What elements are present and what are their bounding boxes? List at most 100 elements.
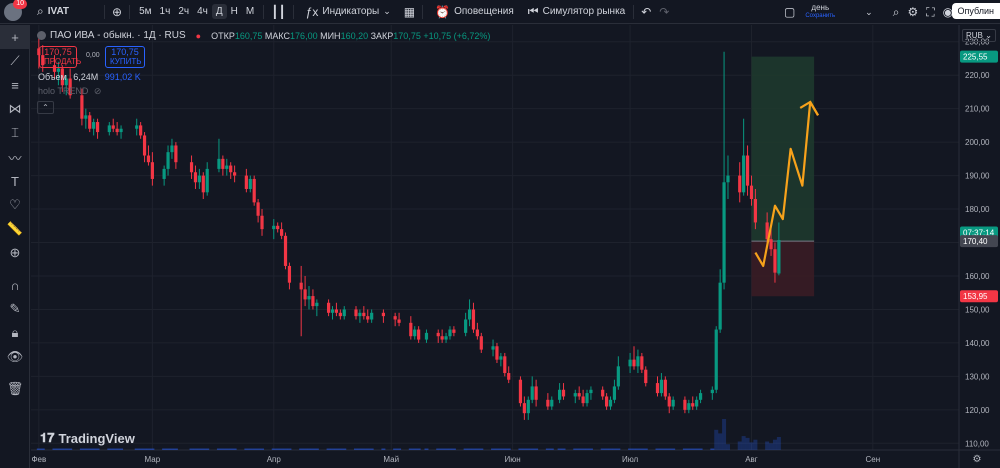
- volume-bar: [694, 448, 699, 450]
- undo-icon[interactable]: ↶: [641, 4, 652, 19]
- symbol-title[interactable]: ПАО ИВА - обыкн. · 1Д · RUS: [50, 30, 186, 41]
- camera-icon[interactable]: ◉: [942, 5, 954, 19]
- axis-settings-icon: ⚙: [973, 454, 982, 465]
- volume-bar: [369, 448, 374, 450]
- divider: [422, 4, 424, 19]
- timeframe-6[interactable]: М: [245, 6, 255, 17]
- timeframe-5[interactable]: Н: [230, 6, 238, 17]
- currency-label: RUB: [966, 31, 983, 40]
- candle-body: [659, 379, 664, 394]
- volume-bar: [275, 448, 280, 450]
- hidden-eye-icon[interactable]: ⊘: [93, 86, 102, 96]
- gear-icon[interactable]: ⚙: [907, 5, 919, 19]
- collapse-legend-button[interactable]: ⌃: [37, 101, 54, 114]
- lock-draw-icon[interactable]: ✎: [9, 301, 21, 316]
- volume-bar: [686, 448, 691, 450]
- time-tick-label: Мар: [145, 455, 161, 464]
- volume-label: Объем: [38, 72, 67, 82]
- chevron-down-icon[interactable]: ⌄: [865, 6, 873, 17]
- alerts-button[interactable]: ⏰ Оповещения: [426, 0, 519, 24]
- spread-value: 0,00: [86, 52, 100, 59]
- quick-search-icon[interactable]: ⌕: [892, 4, 900, 19]
- candle-body: [315, 302, 319, 307]
- price-tick-label: 110,00: [965, 439, 989, 448]
- user-avatar[interactable]: 10: [4, 0, 27, 21]
- indicator-name: holo TREND: [38, 86, 89, 96]
- low-value: 160,20: [340, 30, 369, 41]
- compare-plus-icon[interactable]: ⊕: [112, 4, 123, 19]
- candles-style-icon[interactable]: ┃┃: [271, 4, 286, 19]
- timeframe-3[interactable]: 4ч: [197, 6, 208, 17]
- volume-legend[interactable]: Объем 6,24M 991,02 K: [38, 72, 141, 82]
- volume-bar: [491, 448, 496, 450]
- brush-icon[interactable]: 〰: [8, 150, 22, 166]
- price-chart[interactable]: 110,00 120,00 130,00 140,00 150,00 160,00 170,…: [31, 25, 1000, 468]
- candle-body: [287, 265, 292, 283]
- volume-bar: [581, 448, 586, 450]
- fullscreen-icon[interactable]: ⛶: [926, 4, 935, 19]
- layouts-grid-icon[interactable]: ▦: [403, 4, 416, 19]
- candle-body: [738, 175, 742, 193]
- indicators-button[interactable]: ƒx Индикаторы ⌄: [297, 0, 400, 24]
- symbol-search[interactable]: ⌕ IVAT: [28, 0, 74, 24]
- high-value: 176,00: [290, 30, 318, 41]
- timeframe-0[interactable]: 5м: [139, 6, 152, 17]
- replay-button[interactable]: ⏮ Симулятор рынка: [519, 0, 630, 24]
- candle-body: [307, 296, 311, 300]
- chevron-down-icon: ⌄: [985, 31, 992, 40]
- text-icon[interactable]: T: [11, 173, 19, 189]
- currency-selector[interactable]: RUB ⌄: [962, 29, 996, 42]
- symbol-logo: [37, 31, 46, 40]
- heart-icon[interactable]: ♡: [9, 197, 21, 212]
- ruler-icon[interactable]: 📏: [6, 221, 24, 236]
- buy-label: КУПИТЬ: [110, 57, 142, 66]
- volume-bar: [299, 448, 304, 450]
- tradingview-logo[interactable]: 𝟏𝟕 TradingView: [40, 430, 135, 446]
- candle-body: [217, 158, 221, 169]
- timeframe-2[interactable]: 2ч: [178, 6, 190, 17]
- zoom-icon[interactable]: ⊕: [9, 245, 21, 260]
- volume-bar: [310, 448, 315, 450]
- indicators-label: Индикаторы: [322, 6, 380, 17]
- buy-button[interactable]: 170,75 КУПИТЬ: [105, 46, 145, 68]
- magnet-icon[interactable]: ∩: [10, 277, 20, 293]
- price-tick-label: 230,00: [965, 38, 990, 47]
- volume-bar: [87, 448, 92, 450]
- volume-bar: [714, 429, 719, 450]
- candle-body: [558, 389, 562, 400]
- eye-icon[interactable]: 👁︎: [6, 349, 24, 364]
- pattern-icon[interactable]: ⋈: [8, 101, 22, 116]
- candle-body: [765, 222, 769, 240]
- candle-body: [68, 78, 72, 96]
- timeframe-1[interactable]: 1ч: [159, 6, 171, 17]
- trendline-icon[interactable]: ⟋: [10, 53, 20, 68]
- price-tick-label: 200,00: [965, 138, 990, 147]
- volume-bar: [162, 448, 167, 450]
- publish-button[interactable]: Опублин: [951, 3, 1000, 19]
- volume-bar: [40, 448, 45, 450]
- volume-bar: [60, 448, 65, 450]
- volume-bar: [91, 448, 96, 450]
- sell-button[interactable]: 170,75 ПРОДАТЬ: [39, 46, 81, 68]
- redo-icon[interactable]: ↷: [659, 4, 670, 19]
- volume-bar: [115, 448, 120, 450]
- save-layout-button[interactable]: день Сохранить: [799, 3, 841, 21]
- candle-body: [80, 95, 84, 119]
- indicator-legend[interactable]: holo TREND ⊘: [38, 86, 101, 97]
- fib-icon[interactable]: ≡: [11, 77, 19, 93]
- price-tick-label: 180,00: [965, 205, 990, 214]
- measure-text-icon[interactable]: ⌶: [11, 125, 19, 140]
- candle-body: [256, 202, 260, 216]
- candle-body: [409, 322, 413, 337]
- price-tick-label: 210,00: [965, 105, 990, 114]
- time-tick-label: Сен: [866, 455, 881, 464]
- lock-icon[interactable]: 🔒︎: [11, 325, 19, 340]
- price-tick-label: 150,00: [965, 305, 990, 314]
- volume-bar: [643, 448, 648, 450]
- timeframe-4[interactable]: Д: [211, 4, 227, 19]
- candle-body: [41, 55, 45, 66]
- crosshair-icon[interactable]: +: [0, 25, 30, 49]
- candle-body: [366, 316, 370, 320]
- layout-square-icon[interactable]: ▢: [784, 5, 796, 19]
- trash-icon[interactable]: 🗑︎: [6, 381, 24, 396]
